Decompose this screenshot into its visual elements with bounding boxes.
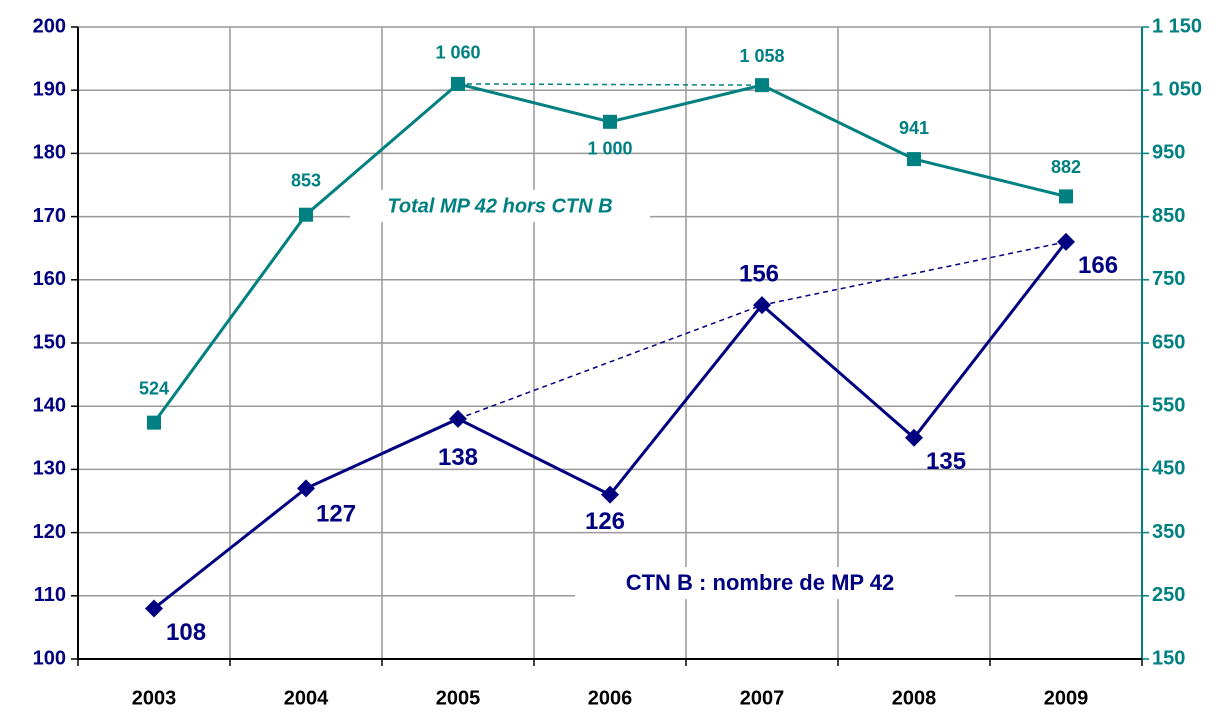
data-label: 108 — [166, 619, 206, 646]
y2-tick-label: 1 050 — [1152, 78, 1202, 100]
y-tick-label: 130 — [33, 458, 66, 480]
label-bg — [575, 567, 955, 599]
y2-tick-label: 850 — [1152, 205, 1185, 227]
y-tick-label: 110 — [34, 584, 66, 606]
x-tick-label: 2009 — [1044, 687, 1089, 709]
marker-diamond — [145, 599, 163, 618]
marker-diamond — [297, 479, 315, 498]
marker-square — [451, 76, 465, 91]
y-tick-label: 170 — [33, 205, 66, 227]
trend-dash — [457, 83, 763, 86]
marker-diamond — [753, 296, 771, 315]
y2-tick-label: 950 — [1152, 142, 1185, 164]
x-tick-label: 2003 — [132, 687, 177, 709]
data-label: 882 — [1051, 157, 1081, 177]
marker-square — [907, 152, 921, 167]
series-line — [153, 240, 1068, 610]
series-line — [152, 82, 1067, 424]
series-label: Total MP 42 hors CTN B — [387, 195, 612, 217]
y2-tick-label: 250 — [1152, 584, 1185, 606]
data-label: 853 — [291, 170, 321, 190]
data-label: 1 058 — [739, 46, 784, 66]
marker-square — [1059, 189, 1073, 204]
data-label: 1 000 — [587, 139, 632, 159]
data-label: 135 — [926, 448, 966, 475]
x-tick-label: 2004 — [284, 687, 329, 709]
y2-tick-label: 550 — [1152, 394, 1185, 416]
y2-tick-label: 1 150 — [1152, 15, 1202, 37]
marker-square — [603, 114, 617, 129]
x-tick-label: 2007 — [740, 687, 785, 709]
y2-tick-label: 750 — [1152, 268, 1185, 290]
marker-square — [147, 415, 161, 430]
marker-diamond — [601, 485, 619, 504]
data-label: 166 — [1078, 252, 1118, 279]
data-label: 941 — [899, 118, 929, 138]
data-label: 156 — [739, 260, 779, 287]
y-tick-label: 120 — [33, 521, 66, 543]
marker-diamond — [1057, 232, 1075, 251]
y-tick-label: 150 — [33, 331, 66, 353]
marker-diamond — [905, 428, 923, 447]
y-tick-label: 200 — [33, 15, 66, 37]
y-tick-label: 140 — [33, 394, 66, 416]
x-tick-label: 2008 — [892, 687, 937, 709]
data-label: 126 — [585, 508, 625, 535]
y2-tick-label: 450 — [1152, 458, 1185, 480]
data-label: 1 060 — [435, 43, 480, 63]
x-tick-label: 2005 — [436, 687, 481, 709]
marker-diamond — [449, 409, 467, 428]
y2-tick-label: 150 — [1152, 647, 1185, 669]
data-label: 138 — [438, 444, 478, 471]
y2-tick-label: 650 — [1152, 331, 1185, 353]
label-bg — [350, 190, 650, 222]
y2-tick-label: 350 — [1152, 521, 1185, 543]
series-label: CTN B : nombre de MP 42 — [626, 570, 895, 595]
y-tick-label: 160 — [33, 268, 66, 290]
y-tick-label: 190 — [33, 78, 66, 100]
y-tick-label: 100 — [33, 647, 66, 669]
data-label: 127 — [316, 501, 356, 528]
data-label: 524 — [139, 378, 169, 398]
marker-square — [299, 207, 313, 222]
x-tick-label: 2006 — [588, 687, 633, 709]
marker-square — [755, 78, 769, 93]
y-tick-label: 180 — [33, 142, 66, 164]
